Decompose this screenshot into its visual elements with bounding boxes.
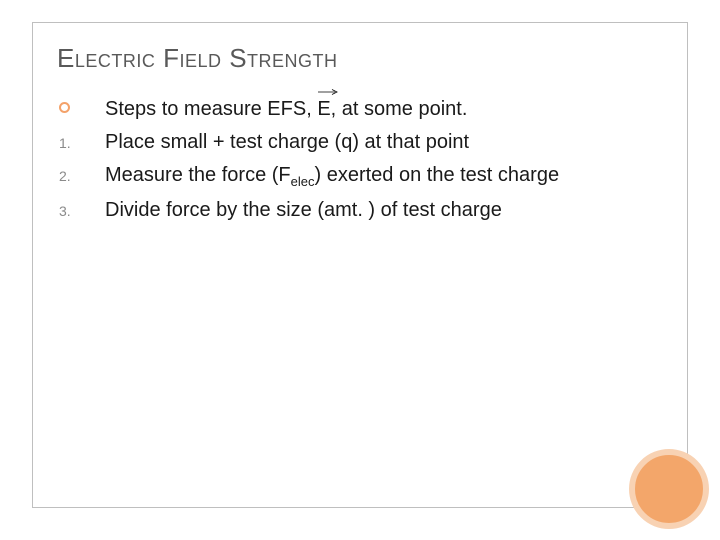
- item-text: Divide force by the size (amt. ) of test…: [105, 197, 502, 224]
- list-item: 2. Measure the force (Felec) exerted on t…: [57, 162, 663, 191]
- list-item: 1. Place small + test charge (q) at that …: [57, 129, 663, 156]
- content-list: Steps to measure EFS, E, at some point. 1…: [57, 96, 663, 224]
- slide-title: Electric Field Strength: [57, 43, 663, 74]
- slide-inner: Electric Field Strength Steps to measure…: [32, 22, 688, 508]
- ring-bullet-icon: [59, 102, 70, 113]
- item-text: Place small + test charge (q) at that po…: [105, 129, 469, 156]
- bullet-column: [57, 96, 105, 113]
- bullet-column: 3.: [57, 197, 105, 219]
- subscript: elec: [291, 174, 315, 189]
- item-text: Steps to measure EFS, E, at some point.: [105, 96, 467, 123]
- slide: Electric Field Strength Steps to measure…: [0, 0, 720, 540]
- number-marker: 2.: [59, 168, 71, 184]
- vector-symbol: E: [317, 96, 330, 123]
- bullet-column: 1.: [57, 129, 105, 151]
- decorative-circle: [629, 449, 709, 529]
- item-text: Measure the force (Felec) exerted on the…: [105, 162, 559, 191]
- number-marker: 1.: [59, 135, 71, 151]
- vector-arrow-icon: [317, 88, 330, 96]
- number-marker: 3.: [59, 203, 71, 219]
- bullet-column: 2.: [57, 162, 105, 184]
- list-item: Steps to measure EFS, E, at some point.: [57, 96, 663, 123]
- list-item: 3. Divide force by the size (amt. ) of te…: [57, 197, 663, 224]
